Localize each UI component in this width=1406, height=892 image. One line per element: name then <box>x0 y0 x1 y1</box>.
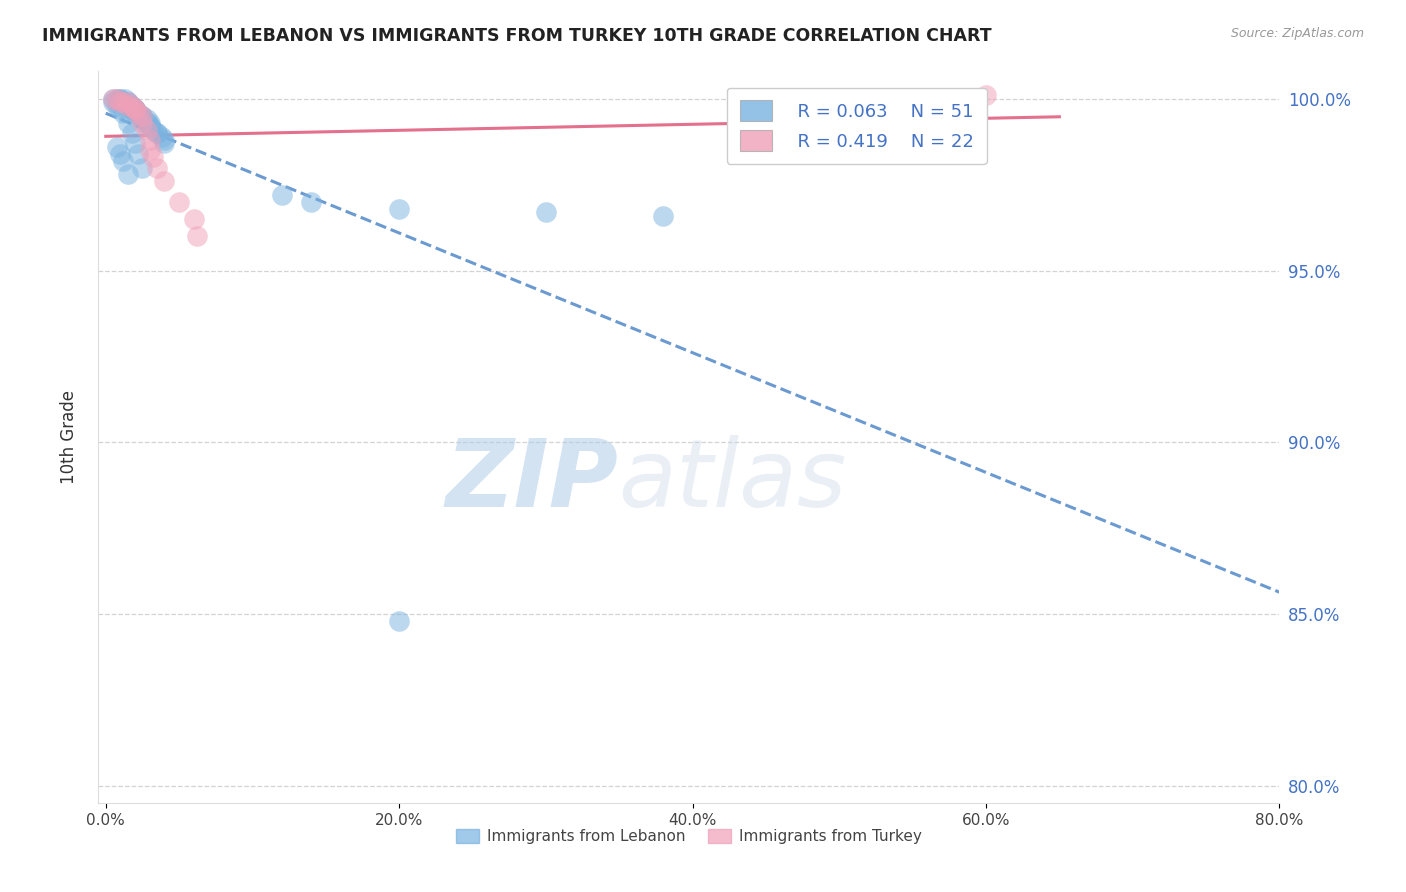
Legend: Immigrants from Lebanon, Immigrants from Turkey: Immigrants from Lebanon, Immigrants from… <box>450 822 928 850</box>
Point <box>121 98 143 112</box>
Point <box>117 116 139 130</box>
Point <box>131 112 153 127</box>
Point <box>127 146 149 161</box>
Point <box>153 133 176 147</box>
Point <box>135 122 157 136</box>
Point <box>146 126 169 140</box>
Point <box>110 92 132 106</box>
Point <box>142 122 165 136</box>
Y-axis label: 10th Grade: 10th Grade <box>59 390 77 484</box>
Point <box>112 105 135 120</box>
Point <box>652 209 675 223</box>
Point <box>534 205 557 219</box>
Point <box>114 92 136 106</box>
Point <box>101 92 124 106</box>
Point <box>121 98 143 112</box>
Point <box>124 102 146 116</box>
Point <box>110 146 132 161</box>
Point <box>117 167 139 181</box>
Point <box>107 98 129 112</box>
Point <box>117 98 139 112</box>
Point <box>107 92 129 106</box>
Point <box>388 614 411 628</box>
Point <box>110 92 132 106</box>
Point <box>131 116 153 130</box>
Point <box>131 109 153 123</box>
Point <box>150 129 173 144</box>
Point <box>121 98 143 112</box>
Point <box>124 102 146 116</box>
Text: IMMIGRANTS FROM LEBANON VS IMMIGRANTS FROM TURKEY 10TH GRADE CORRELATION CHART: IMMIGRANTS FROM LEBANON VS IMMIGRANTS FR… <box>42 27 991 45</box>
Point <box>124 136 146 151</box>
Point <box>388 202 411 216</box>
Point <box>124 102 146 116</box>
Point <box>131 161 153 175</box>
Point <box>101 92 124 106</box>
Point <box>124 102 146 116</box>
Point <box>299 194 322 209</box>
Point <box>117 95 139 110</box>
Point <box>139 120 162 134</box>
Point <box>139 120 162 134</box>
Point <box>135 116 157 130</box>
Point <box>124 102 146 116</box>
Point <box>270 188 292 202</box>
Point <box>186 229 208 244</box>
Point <box>153 174 176 188</box>
Point <box>183 212 205 227</box>
Point <box>117 98 139 112</box>
Point <box>135 112 157 127</box>
Point <box>131 109 153 123</box>
Point <box>107 140 129 154</box>
Text: Source: ZipAtlas.com: Source: ZipAtlas.com <box>1230 27 1364 40</box>
Point <box>112 95 135 110</box>
Point <box>142 150 165 164</box>
Point <box>127 105 149 120</box>
Point <box>112 153 135 168</box>
Point <box>139 133 162 147</box>
Point <box>127 105 149 120</box>
Point <box>131 109 153 123</box>
Point <box>146 126 169 140</box>
Point <box>110 102 132 116</box>
Point <box>101 95 124 110</box>
Text: atlas: atlas <box>619 435 846 526</box>
Point <box>146 161 169 175</box>
Point <box>117 95 139 110</box>
Point <box>167 194 190 209</box>
Point <box>117 95 139 110</box>
Point <box>110 95 132 110</box>
Point <box>153 136 176 151</box>
Point <box>107 92 129 106</box>
Point <box>127 105 149 120</box>
Text: ZIP: ZIP <box>446 435 619 527</box>
Point <box>121 126 143 140</box>
Point <box>112 95 135 110</box>
Point <box>139 116 162 130</box>
Point <box>121 102 143 116</box>
Point <box>139 144 162 158</box>
Point <box>124 105 146 120</box>
Point <box>974 88 997 103</box>
